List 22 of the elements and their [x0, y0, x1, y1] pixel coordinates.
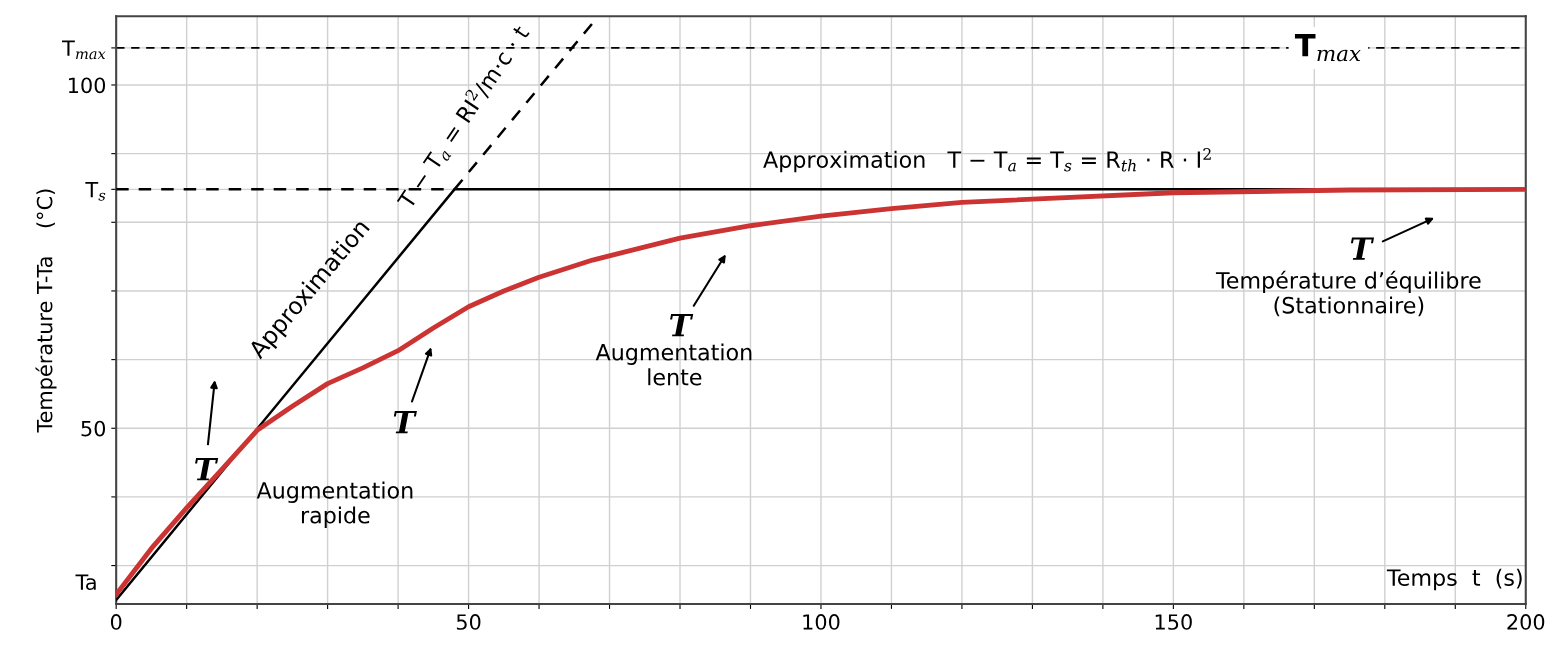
- x-tick-label: 50: [456, 614, 481, 630]
- y-axis-title: Température T-Ta (°C): [35, 189, 57, 433]
- x-tick-label: 0: [110, 614, 122, 630]
- x-axis-title: Temps t (s): [1386, 568, 1522, 591]
- annotation: Augmentation lente: [595, 343, 752, 386]
- annotation: T: [1350, 237, 1375, 260]
- annotation: T: [670, 313, 694, 337]
- x-tick-label: 100: [803, 614, 840, 630]
- annotation: T: [195, 457, 219, 481]
- y-tick-label: T$_{s}$: [85, 182, 106, 201]
- annotation: Augmentation rapide: [256, 481, 413, 528]
- y-tick-label: 50: [81, 420, 106, 437]
- annotation: Approximation T − T$_{a}$ = T$_{s}$ = R$_{th}$ · R · I$^{2}$: [763, 148, 1211, 173]
- text: Ta: [75, 574, 96, 591]
- y-tick-label: 100: [68, 77, 106, 94]
- ref-line-label: T$_{max}$: [1294, 34, 1361, 62]
- x-tick-label: 150: [1155, 614, 1192, 630]
- x-tick-label: 200: [1507, 614, 1545, 630]
- annotation: Température d’équilibre (Stationnaire): [1215, 270, 1481, 317]
- y-tick-label: T$_{max}$: [62, 40, 106, 60]
- annotation: T − T$_{a}$ = RI$^{2}$/m·c · t: [394, 22, 533, 213]
- annotation: T: [393, 410, 417, 434]
